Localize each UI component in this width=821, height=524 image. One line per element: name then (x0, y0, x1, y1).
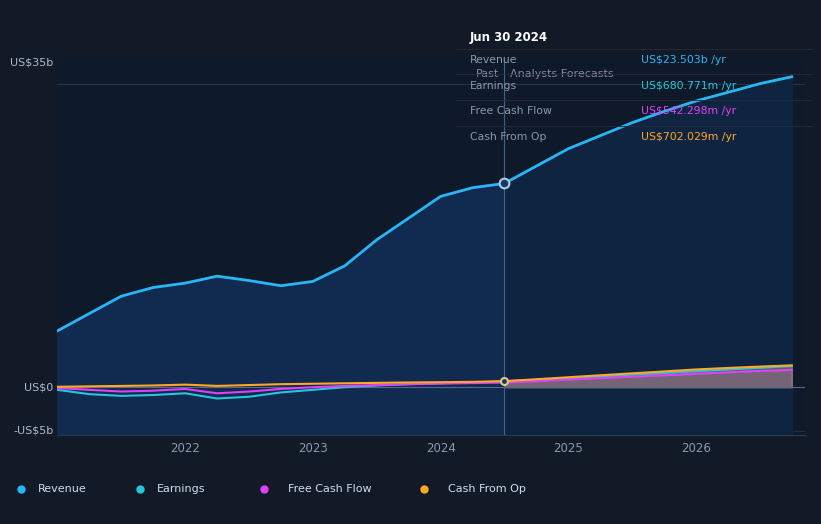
Text: Cash From Op: Cash From Op (470, 132, 547, 142)
Text: Analysts Forecasts: Analysts Forecasts (510, 69, 613, 79)
Text: Cash From Op: Cash From Op (447, 484, 525, 494)
Text: Revenue: Revenue (38, 484, 87, 494)
Text: Free Cash Flow: Free Cash Flow (470, 106, 552, 116)
Text: Earnings: Earnings (470, 81, 517, 91)
Text: US$702.029m /yr: US$702.029m /yr (641, 132, 736, 142)
Text: US$23.503b /yr: US$23.503b /yr (641, 55, 726, 65)
Text: Past: Past (476, 69, 499, 79)
Text: Revenue: Revenue (470, 55, 517, 65)
Text: US$542.298m /yr: US$542.298m /yr (641, 106, 736, 116)
Text: Jun 30 2024: Jun 30 2024 (470, 31, 548, 45)
Text: Earnings: Earnings (157, 484, 205, 494)
Text: US$35b: US$35b (11, 58, 53, 68)
Text: US$680.771m /yr: US$680.771m /yr (641, 81, 736, 91)
Text: US$0: US$0 (25, 382, 53, 392)
Text: -US$5b: -US$5b (13, 425, 53, 435)
Text: Free Cash Flow: Free Cash Flow (287, 484, 371, 494)
